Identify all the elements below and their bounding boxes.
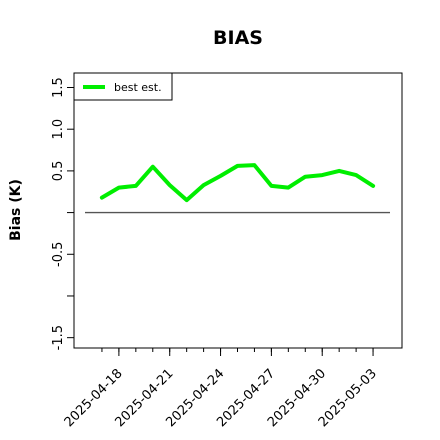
y-tick-label: 0.5 [51,161,66,182]
y-tick-label: 1.0 [51,119,66,140]
y-tick-label: 1.5 [51,77,66,98]
y-tick-label: -1.5 [51,325,66,350]
y-axis-label: Bias (K) [8,179,24,241]
legend-label-best-est: best est. [114,81,162,94]
chart-title: BIAS [213,27,263,49]
y-axis: -1.5 -0.5 0.5 1.0 1.5 [51,77,74,350]
plot-frame [73,72,403,349]
x-axis: 2025-04-182025-04-212025-04-242025-04-27… [62,348,380,430]
series-line-best-est [99,163,376,203]
legend: best est. [73,72,173,101]
y-tick-label: -0.5 [51,242,66,267]
